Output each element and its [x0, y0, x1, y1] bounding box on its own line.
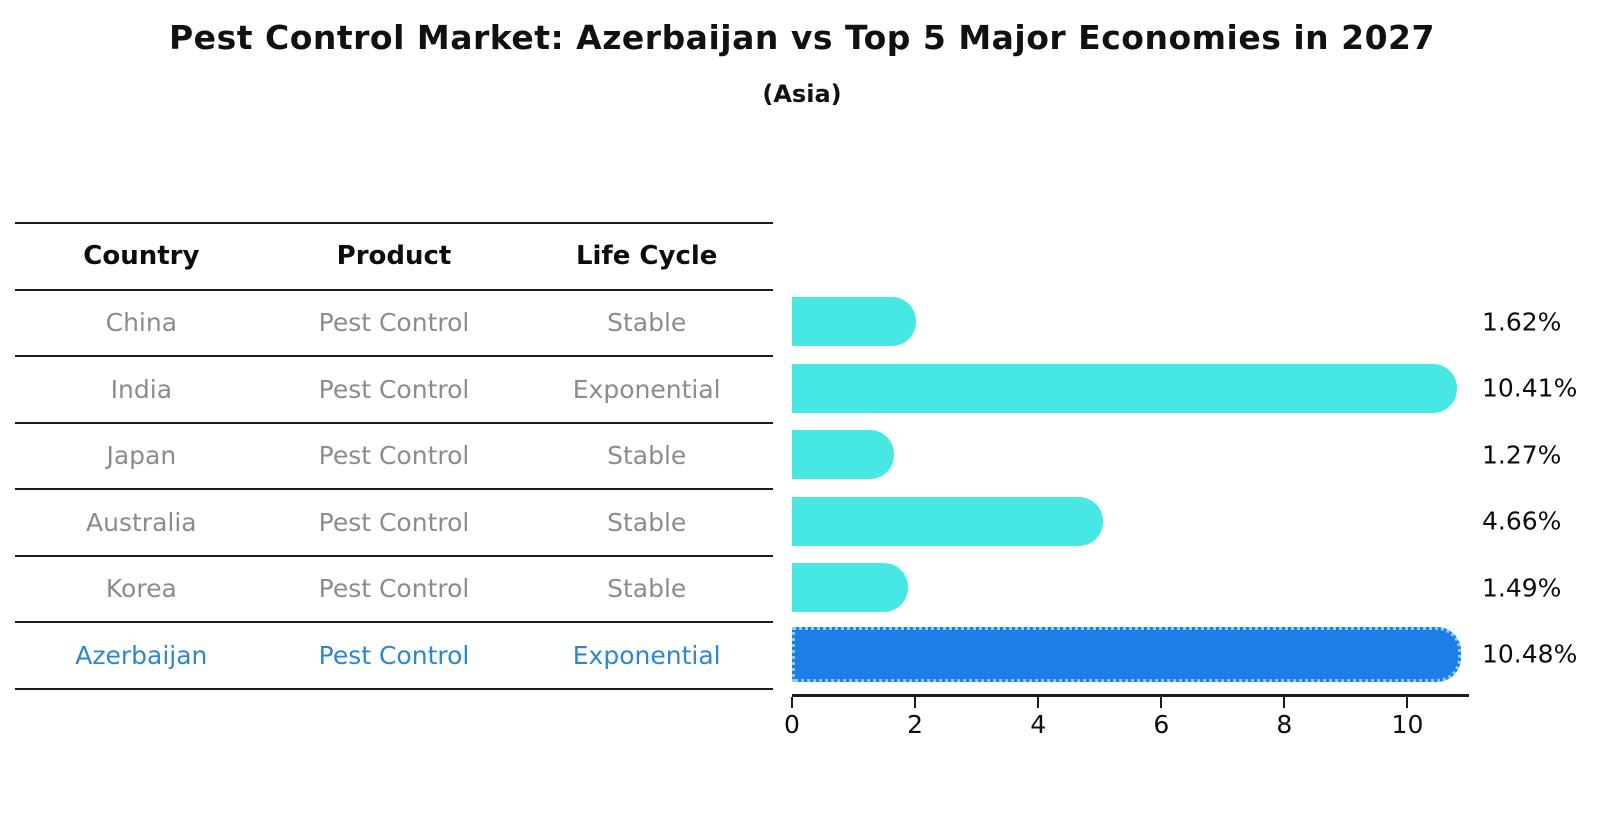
table-header-row: Country Product Life Cycle — [15, 224, 773, 291]
x-tick-label: 0 — [784, 710, 800, 739]
cell-product: Pest Control — [318, 574, 470, 604]
bar-japan — [792, 430, 895, 480]
cell-country: Japan — [106, 441, 177, 471]
cell-country: China — [105, 308, 178, 338]
value-label-australia: 4.66% — [1482, 506, 1562, 536]
cell-country: India — [110, 374, 173, 404]
value-label-azerbaijan: 10.48% — [1482, 639, 1578, 669]
table-row-korea: Korea Pest Control Stable — [15, 557, 773, 623]
value-label-japan: 1.27% — [1482, 440, 1562, 470]
bar-china — [792, 297, 916, 347]
column-header-life-cycle: Life Cycle — [575, 241, 718, 272]
x-tick-mark — [1283, 697, 1286, 708]
x-tick-label: 10 — [1391, 710, 1424, 739]
x-tick-mark — [791, 697, 793, 708]
chart-subtitle: (Asia) — [762, 80, 842, 108]
chart-title: Pest Control Market: Azerbaijan vs Top 5… — [169, 18, 1435, 57]
cell-country: Australia — [86, 507, 197, 537]
column-header-product: Product — [336, 241, 452, 272]
cell-product: Pest Control — [318, 374, 470, 404]
cell-country: Korea — [105, 574, 177, 604]
x-axis-line — [792, 694, 1469, 697]
cell-product: Pest Control — [318, 308, 470, 338]
cell-country: Azerbaijan — [75, 640, 208, 670]
bar-india — [792, 363, 1457, 413]
cell-product: Pest Control — [318, 441, 470, 471]
table-row-australia: Australia Pest Control Stable — [15, 490, 773, 557]
x-tick-label: 2 — [907, 710, 924, 739]
x-tick-mark — [914, 697, 917, 708]
country-table: Country Product Life Cycle China Pest Co… — [15, 222, 773, 690]
table-row-azerbaijan: Azerbaijan Pest Control Exponential — [15, 623, 773, 690]
bar-korea — [792, 563, 908, 613]
x-tick-mark — [1406, 697, 1409, 708]
cell-life-cycle: Stable — [607, 507, 687, 537]
cell-life-cycle: Stable — [607, 574, 687, 604]
table-row-china: China Pest Control Stable — [15, 291, 773, 357]
cell-product: Pest Control — [318, 640, 470, 670]
cell-product: Pest Control — [318, 507, 470, 537]
cell-life-cycle: Exponential — [572, 374, 721, 404]
bar-australia — [792, 496, 1103, 546]
x-tick-label: 8 — [1276, 710, 1293, 739]
x-tick-mark — [1160, 697, 1163, 708]
value-label-china: 1.62% — [1482, 307, 1562, 337]
table-row-india: India Pest Control Exponential — [15, 357, 773, 424]
x-tick-mark — [1037, 697, 1040, 708]
value-label-korea: 1.49% — [1482, 573, 1562, 603]
column-header-country: Country — [83, 241, 200, 272]
x-tick-label: 6 — [1153, 710, 1170, 739]
cell-life-cycle: Stable — [607, 308, 687, 338]
x-tick-label: 4 — [1030, 710, 1047, 739]
table-row-japan: Japan Pest Control Stable — [15, 424, 773, 490]
cell-life-cycle: Stable — [607, 441, 687, 471]
value-label-india: 10.41% — [1482, 373, 1578, 403]
cell-life-cycle: Exponential — [572, 640, 721, 670]
bar-azerbaijan — [792, 626, 1461, 682]
